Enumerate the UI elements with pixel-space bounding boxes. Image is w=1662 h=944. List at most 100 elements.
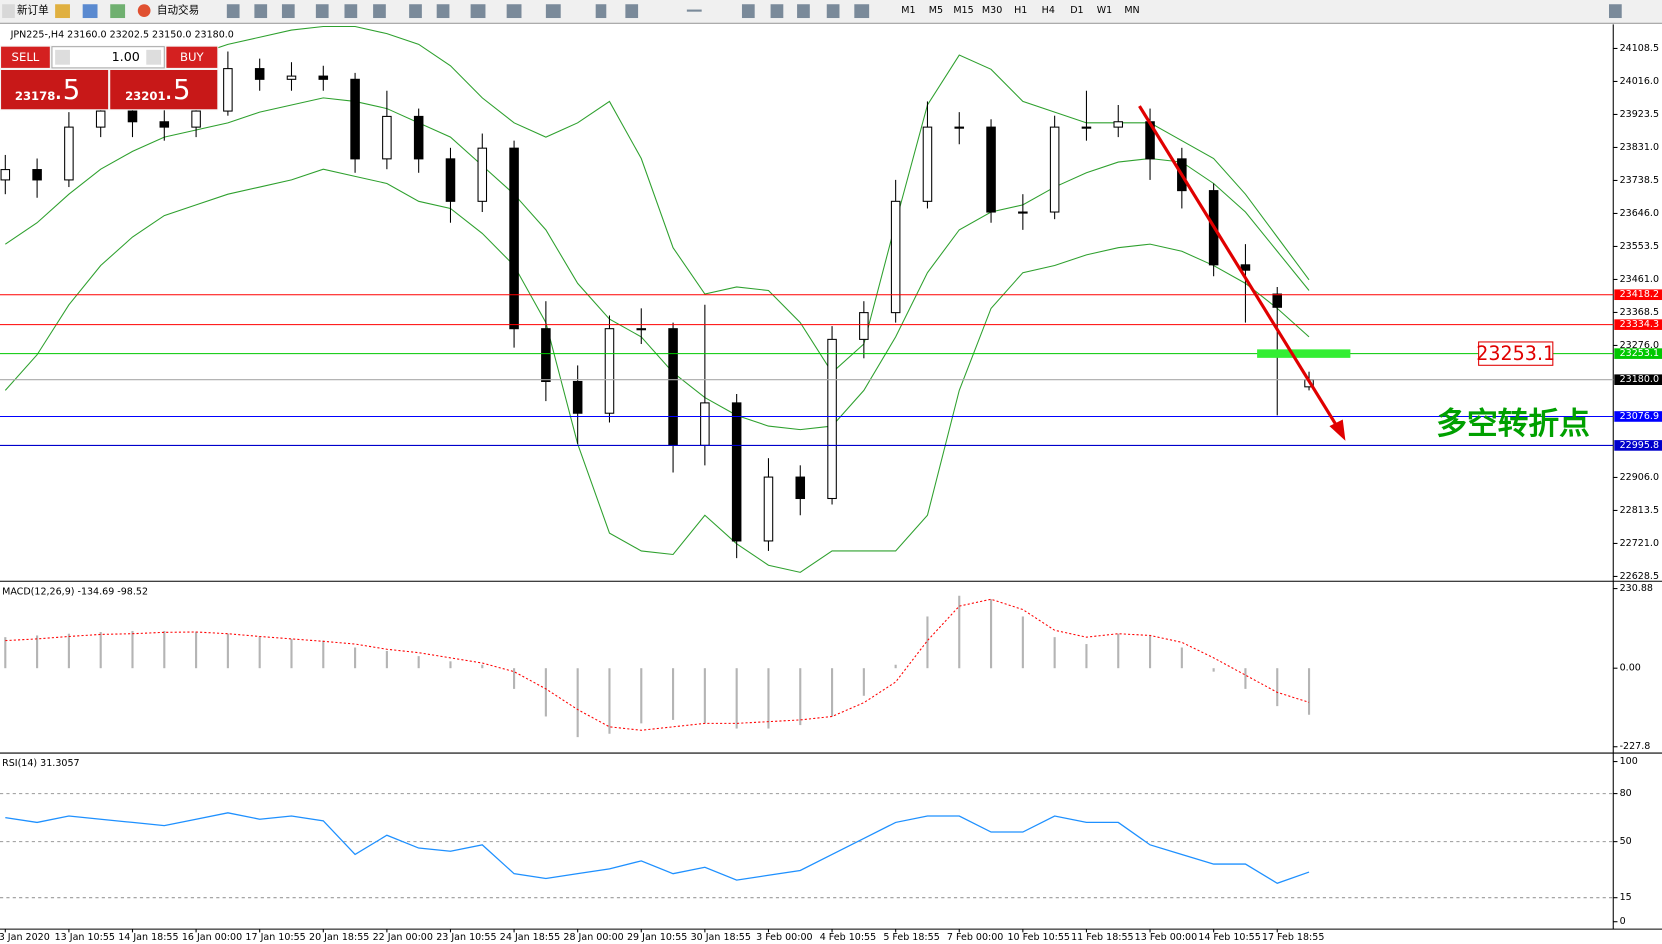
- candle-body: [318, 75, 329, 80]
- y-tick-label: 22721.0: [1620, 538, 1659, 549]
- bollinger-band: [5, 97, 1310, 431]
- icon[interactable]: [741, 4, 755, 19]
- icon[interactable]: [281, 4, 295, 19]
- candle-body: [1272, 293, 1283, 308]
- y-tick-label: 23923.5: [1620, 109, 1659, 120]
- icon[interactable]: [686, 9, 702, 12]
- icon[interactable]: [436, 4, 450, 19]
- icon[interactable]: [1609, 4, 1622, 19]
- icon[interactable]: [409, 4, 422, 19]
- icon[interactable]: [226, 4, 240, 19]
- candle-body: [1049, 126, 1060, 213]
- candle-body: [0, 169, 11, 181]
- level-tag: [1614, 440, 1662, 451]
- panel-title: RSI(14) 31.3057: [2, 758, 79, 769]
- candle-body: [95, 110, 106, 128]
- y-tick-label: 100: [1620, 756, 1638, 767]
- timeframe-button[interactable]: H4: [1042, 5, 1055, 16]
- level-tag: [1614, 289, 1662, 301]
- ask-pips: .5: [164, 74, 190, 106]
- pivot-callout-box: [1478, 341, 1554, 366]
- candle-body: [668, 328, 678, 446]
- y-tick-label: 24016.0: [1620, 76, 1659, 87]
- icon[interactable]: [506, 4, 522, 19]
- candle-body: [572, 380, 583, 414]
- candle-body: [986, 126, 996, 213]
- icon[interactable]: [344, 4, 358, 19]
- timeframe-button[interactable]: M15: [953, 5, 973, 16]
- x-tick-label: 22 Jan 00:00: [373, 932, 433, 943]
- icon: [2, 4, 15, 19]
- icon[interactable]: [470, 4, 486, 19]
- candle-body: [763, 476, 774, 542]
- icon[interactable]: [854, 4, 870, 19]
- level-label: 23180.0: [1620, 374, 1659, 385]
- sell-button[interactable]: [1, 46, 50, 68]
- level-label: 23418.2: [1620, 289, 1659, 300]
- level-label: 23334.3: [1620, 319, 1659, 330]
- new-order-button[interactable]: 新订单: [17, 4, 49, 17]
- y-tick-label: 23276.0: [1620, 340, 1659, 351]
- candle-body: [477, 147, 488, 202]
- y-tick-label: 23646.0: [1620, 208, 1659, 219]
- icon[interactable]: [770, 4, 784, 19]
- icon[interactable]: [373, 4, 386, 19]
- icon[interactable]: [595, 4, 607, 19]
- timeframe-button[interactable]: M30: [982, 5, 1002, 16]
- timeframe-button[interactable]: M1: [901, 5, 915, 16]
- timeframe-button[interactable]: D1: [1070, 5, 1083, 16]
- icon[interactable]: [82, 4, 98, 19]
- icon[interactable]: [826, 4, 840, 19]
- icon[interactable]: [315, 4, 329, 19]
- buy-label: BUY: [180, 50, 205, 64]
- x-tick-label: 13 Feb 00:00: [1135, 932, 1198, 943]
- candle-body: [1113, 121, 1124, 128]
- volume: 1.00: [112, 49, 140, 64]
- icon[interactable]: [625, 4, 639, 19]
- x-tick-label: 11 Feb 18:55: [1071, 932, 1134, 943]
- icon[interactable]: [55, 4, 70, 19]
- level-tag: [1614, 411, 1662, 422]
- timeframe-button[interactable]: MN: [1124, 5, 1139, 16]
- icon[interactable]: [137, 4, 151, 17]
- candle-body: [445, 158, 456, 202]
- y-tick-label: 23738.5: [1620, 175, 1659, 186]
- x-tick-label: 30 Jan 18:55: [691, 932, 751, 943]
- spin-up[interactable]: [146, 49, 162, 65]
- candle-body: [1081, 126, 1092, 129]
- x-tick-label: 14 Feb 10:55: [1198, 932, 1261, 943]
- timeframe-button[interactable]: W1: [1097, 5, 1112, 16]
- y-tick-label: 80: [1620, 788, 1632, 799]
- x-tick-label: 14 Jan 18:55: [118, 932, 178, 943]
- timeframe-button[interactable]: H1: [1014, 5, 1027, 16]
- x-tick-label: 13 Jan 2020: [0, 932, 50, 943]
- volume-input[interactable]: [51, 46, 165, 69]
- candle-body: [509, 147, 519, 330]
- buy-button[interactable]: [166, 46, 218, 68]
- bid-box[interactable]: [1, 70, 109, 110]
- candle-body: [32, 169, 42, 181]
- y-tick-label: 23831.0: [1620, 142, 1659, 153]
- timeframes: M1 M5 M15 M30 H1 H4 D1 W1 MN: [901, 5, 1139, 16]
- x-tick-label: 23 Jan 10:55: [436, 932, 496, 943]
- icon[interactable]: [254, 4, 268, 19]
- candle-body: [890, 200, 901, 314]
- candle-body: [700, 402, 710, 446]
- candle-body: [1240, 264, 1251, 271]
- y-tick-label: 15: [1620, 892, 1632, 903]
- candle-body: [604, 328, 615, 414]
- candle-body: [350, 78, 360, 160]
- icon[interactable]: [545, 4, 561, 19]
- icon[interactable]: [110, 4, 126, 19]
- icon[interactable]: [797, 4, 810, 19]
- timeframe-button[interactable]: M5: [929, 5, 943, 16]
- ask-box[interactable]: [110, 70, 218, 110]
- y-tick-label: -227.8: [1620, 741, 1651, 752]
- annotation: 多空转折点: [1436, 406, 1590, 442]
- spin-down[interactable]: [55, 49, 70, 65]
- tool-icons: [226, 4, 1622, 19]
- auto-trade-button[interactable]: 自动交易: [157, 4, 199, 17]
- bid-price: 23178: [15, 89, 56, 103]
- x-tick-label: 10 Feb 10:55: [1007, 932, 1070, 943]
